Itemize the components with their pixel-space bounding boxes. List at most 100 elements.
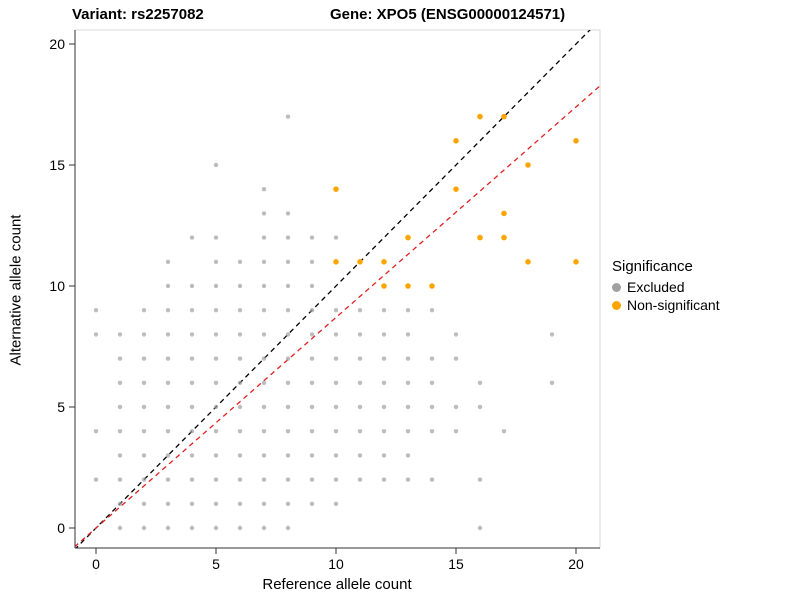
point-excluded [189,404,195,410]
panel [74,29,601,549]
point-excluded [213,332,219,337]
point-excluded [237,477,243,482]
point-non-significant [453,138,459,144]
point-excluded [309,404,315,410]
point-excluded [333,308,339,313]
point-excluded [285,380,291,385]
point-excluded [429,308,435,313]
point-excluded [381,356,387,361]
point-excluded [165,259,171,264]
point-excluded [549,332,555,337]
point-non-significant [381,259,387,265]
point-excluded [261,283,267,289]
x-tick-label: 10 [328,556,344,572]
x-axis-label: Reference allele count [262,576,412,593]
plot-title-gene: Gene: XPO5 (ENSG00000124571) [330,6,566,23]
legend-item-excluded: Excluded [612,279,720,295]
point-excluded [333,356,339,361]
y-tick-label: 20 [49,36,65,52]
point-excluded [381,308,387,313]
point-excluded [165,525,171,531]
x-tick-label: 15 [448,556,464,572]
point-excluded [117,501,123,506]
point-excluded [237,525,243,531]
point-excluded [285,477,291,482]
point-excluded [261,380,267,385]
point-excluded [93,332,99,337]
point-excluded [213,453,219,458]
point-excluded [189,380,195,385]
point-excluded [309,429,315,434]
point-excluded [357,477,363,482]
legend-item-label: Excluded [627,279,685,295]
point-excluded [333,380,339,385]
point-excluded [141,380,147,385]
point-excluded [117,429,123,434]
point-excluded [453,332,459,337]
point-excluded [381,477,387,482]
point-excluded [453,356,459,361]
point-excluded [141,404,147,410]
point-excluded [333,404,339,410]
legend-item-non-significant: Non-significant [612,297,720,313]
point-excluded [261,501,267,506]
point-excluded [261,453,267,458]
point-excluded [141,525,147,531]
point-excluded [429,404,435,410]
excluded-dot-icon [612,282,621,292]
point-excluded [381,453,387,458]
point-excluded [93,308,99,313]
point-excluded [285,525,291,531]
point-excluded [165,283,171,289]
non-significant-dot-icon [612,300,621,310]
point-excluded [165,429,171,434]
point-excluded [117,404,123,410]
point-excluded [357,332,363,337]
point-excluded [93,477,99,482]
point-excluded [141,332,147,337]
point-excluded [309,332,315,337]
point-excluded [429,380,435,385]
point-excluded [237,380,243,385]
point-excluded [237,283,243,289]
point-excluded [261,332,267,337]
point-excluded [165,404,171,410]
point-excluded [141,477,147,482]
point-excluded [405,477,411,482]
point-non-significant [381,283,387,289]
point-excluded [309,283,315,289]
point-excluded [285,404,291,410]
point-excluded [261,356,267,361]
point-excluded [357,356,363,361]
point-excluded [237,501,243,506]
point-excluded [285,114,291,119]
point-excluded [165,453,171,458]
point-excluded [237,429,243,434]
y-axis-label: Alternative allele count [7,214,25,366]
point-excluded [405,429,411,434]
y-tick-label: 0 [57,520,65,536]
point-non-significant [525,162,531,168]
point-excluded [357,453,363,458]
identity-line [75,30,591,548]
point-excluded [237,332,243,337]
point-excluded [189,332,195,337]
point-excluded [189,477,195,482]
point-excluded [165,332,171,337]
point-excluded [333,453,339,458]
point-excluded [405,308,411,313]
point-non-significant [453,186,459,192]
point-non-significant [333,259,339,265]
point-excluded [309,380,315,385]
point-excluded [285,501,291,506]
point-excluded [309,477,315,482]
point-excluded [477,404,483,410]
point-excluded [405,332,411,337]
point-excluded [141,501,147,506]
point-excluded [405,404,411,410]
point-excluded [117,525,123,531]
point-excluded [189,501,195,506]
point-excluded [213,525,219,531]
point-non-significant [501,113,507,120]
